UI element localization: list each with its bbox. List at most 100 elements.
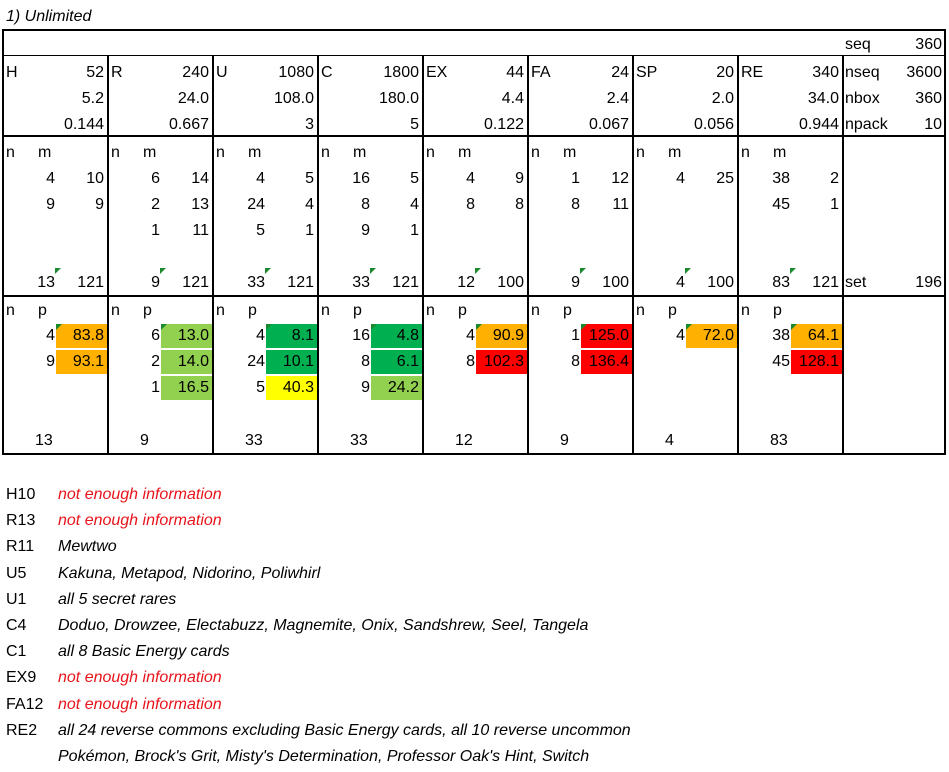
p-row-n: 5 xyxy=(256,379,265,396)
p-row-n: 6 xyxy=(151,327,160,344)
m-row-n: 9 xyxy=(361,222,370,239)
m-row-m: 14 xyxy=(191,170,209,187)
m-total: 121 xyxy=(287,274,314,291)
p-row-n: 9 xyxy=(361,379,370,396)
rarity-code: R xyxy=(111,64,123,81)
rarity-per-pack: 0.067 xyxy=(588,116,629,133)
column-divider xyxy=(632,55,634,453)
m-row-m: 25 xyxy=(716,170,734,187)
m-total: 121 xyxy=(77,274,104,291)
m-row-m: 1 xyxy=(410,222,419,239)
m-row-m: 2 xyxy=(830,170,839,187)
comment-marker-icon xyxy=(476,324,482,330)
p-row-value: 128.1 xyxy=(798,353,839,370)
column-divider xyxy=(527,55,529,453)
probability-cell xyxy=(371,324,422,348)
header-divider xyxy=(2,55,944,56)
probability-cell xyxy=(581,324,632,348)
sheet-heading: 1) Unlimited xyxy=(6,8,92,25)
p-column-header: p xyxy=(773,302,782,319)
rarity-total: 240 xyxy=(182,64,209,81)
probability-cell xyxy=(56,350,107,374)
rarity-per-pack: 5 xyxy=(410,116,419,133)
p-n-total: 33 xyxy=(350,432,368,449)
p-row-n: 16 xyxy=(352,327,370,344)
m-row-m: 4 xyxy=(410,196,419,213)
m-row-m: 11 xyxy=(612,196,629,213)
p-row-value: 4.8 xyxy=(396,327,419,344)
rarity-per-box: 4.4 xyxy=(501,90,524,107)
m-n-total: 9 xyxy=(571,274,580,291)
p-row-n: 4 xyxy=(466,327,475,344)
p-n-total: 9 xyxy=(560,432,569,449)
n-column-header: n xyxy=(111,144,120,161)
p-row-value: 40.3 xyxy=(282,379,314,396)
nseq-label: nseq xyxy=(845,64,880,81)
m-row-m: 9 xyxy=(95,196,104,213)
rarity-total: 1080 xyxy=(278,64,314,81)
p-column-header: p xyxy=(668,302,677,319)
m-total: 121 xyxy=(812,274,839,291)
rarity-per-box: 2.0 xyxy=(711,90,734,107)
p-row-n: 2 xyxy=(151,353,160,370)
m-row-n: 1 xyxy=(571,170,580,187)
comment-marker-icon xyxy=(581,324,587,330)
column-divider xyxy=(422,55,424,453)
m-total: 121 xyxy=(182,274,209,291)
p-row-n: 4 xyxy=(46,327,55,344)
n-column-header: n xyxy=(321,302,330,319)
note-text-continuation: Pokémon, Brock's Grit, Misty's Determina… xyxy=(58,748,590,765)
m-n-total: 83 xyxy=(772,274,790,291)
comment-marker-icon xyxy=(55,268,61,274)
n-column-header: n xyxy=(426,144,435,161)
column-divider xyxy=(107,55,109,453)
note-key: U1 xyxy=(6,590,27,608)
column-divider xyxy=(317,55,319,453)
p-row-n: 1 xyxy=(151,379,160,396)
probability-cell xyxy=(161,376,212,400)
comment-marker-icon xyxy=(580,268,586,274)
note-text: all 8 Basic Energy cards xyxy=(58,643,230,661)
rarity-code: RE xyxy=(741,64,764,81)
comment-marker-icon xyxy=(791,324,797,330)
m-row-n: 2 xyxy=(151,196,160,213)
note-text: not enough information xyxy=(58,486,222,503)
rarity-total: 340 xyxy=(812,64,839,81)
rarity-code: H xyxy=(6,64,18,81)
p-column-header: p xyxy=(248,302,257,319)
probability-cell xyxy=(56,324,107,348)
n-column-header: n xyxy=(636,144,645,161)
n-column-header: n xyxy=(6,302,15,319)
m-row-m: 1 xyxy=(830,196,839,213)
p-row-value: 102.3 xyxy=(483,353,524,370)
m-n-total: 9 xyxy=(151,274,160,291)
m-row-n: 1 xyxy=(151,222,160,239)
probability-cell xyxy=(791,350,842,374)
note-text: all 5 secret rares xyxy=(58,590,177,608)
m-n-total: 13 xyxy=(37,274,55,291)
rarity-per-pack: 0.144 xyxy=(63,116,104,133)
rarity-total: 20 xyxy=(716,64,734,81)
p-row-value: 64.1 xyxy=(807,327,839,344)
p-column-header: p xyxy=(143,302,152,319)
m-row-m: 13 xyxy=(191,196,209,213)
note-key: R13 xyxy=(6,512,36,530)
rarity-total: 1800 xyxy=(383,64,419,81)
m-row-n: 38 xyxy=(772,170,790,187)
m-column-header: m xyxy=(563,144,577,161)
p-n-total: 9 xyxy=(140,432,149,449)
table-top-border xyxy=(2,29,944,31)
note-text: Kakuna, Metapod, Nidorino, Poliwhirl xyxy=(58,564,321,582)
rarity-code: C xyxy=(321,64,333,81)
m-row-n: 45 xyxy=(772,196,790,213)
m-row-n: 8 xyxy=(466,196,475,213)
m-row-n: 8 xyxy=(361,196,370,213)
comment-marker-icon xyxy=(685,268,691,274)
m-column-header: m xyxy=(143,144,157,161)
m-row-m: 8 xyxy=(515,196,524,213)
p-row-value: 14.0 xyxy=(177,353,209,370)
table-bottom-border xyxy=(2,453,944,455)
m-column-header: m xyxy=(353,144,367,161)
p-row-n: 8 xyxy=(361,353,370,370)
p-row-value: 136.4 xyxy=(588,353,629,370)
